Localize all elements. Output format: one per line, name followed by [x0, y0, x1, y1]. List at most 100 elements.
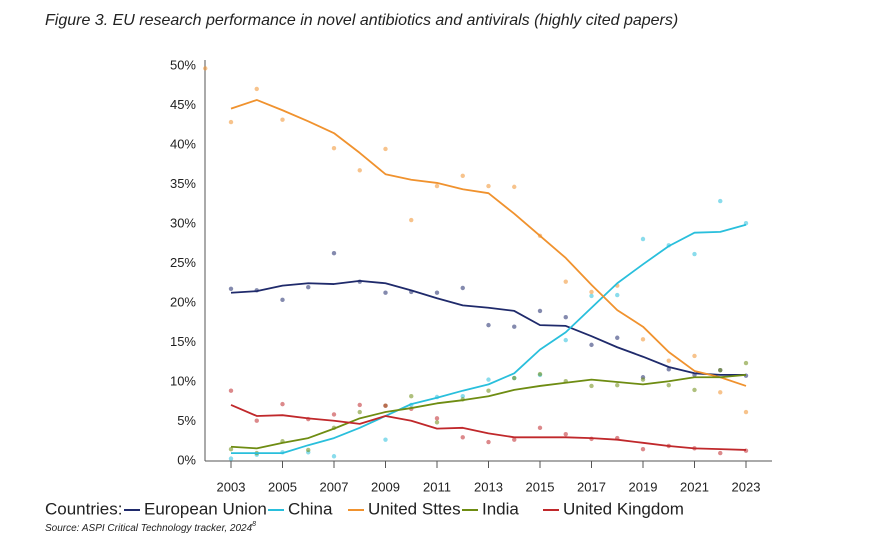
data-point — [615, 292, 620, 298]
data-point — [434, 416, 440, 421]
data-point — [254, 86, 259, 92]
data-point — [357, 168, 362, 173]
x-tick-label: 2013 — [474, 479, 503, 494]
series-line — [230, 99, 747, 387]
source-text: Source: ASPI Critical Technology tracker… — [45, 523, 253, 534]
data-point — [228, 388, 234, 393]
data-point — [666, 367, 671, 372]
legend-item: India — [462, 499, 519, 518]
y-tick-label: 30% — [170, 215, 196, 230]
data-point — [383, 146, 388, 152]
y-tick-label: 15% — [170, 334, 196, 349]
data-point — [486, 377, 491, 382]
x-tick-label: 2017 — [577, 479, 606, 494]
x-tick-label: 2003 — [217, 479, 246, 494]
data-point — [640, 446, 646, 452]
data-point — [615, 382, 620, 388]
legend-label: India — [482, 499, 519, 518]
data-point — [280, 401, 285, 407]
data-point — [537, 308, 543, 314]
data-point — [537, 425, 543, 431]
legend-item: United Sttes — [348, 499, 461, 518]
data-point — [640, 337, 646, 342]
x-tick-label: 2007 — [320, 479, 349, 494]
data-point — [486, 388, 491, 393]
data-point — [512, 437, 517, 442]
y-tick-label: 40% — [170, 136, 196, 151]
y-tick-label: 35% — [170, 176, 196, 191]
data-point — [254, 418, 259, 423]
x-tick-label: 2011 — [423, 479, 451, 494]
legend-item: European Union — [124, 499, 267, 518]
data-point — [331, 251, 337, 256]
data-point — [666, 358, 671, 363]
data-point — [383, 437, 388, 442]
data-point — [331, 454, 337, 459]
data-point — [718, 390, 723, 395]
data-point — [228, 286, 234, 291]
data-point — [409, 394, 414, 399]
data-point — [357, 409, 362, 415]
legend-item: United Kingdom — [543, 499, 684, 518]
legend-label: United Kingdom — [563, 499, 684, 518]
data-point — [383, 290, 388, 295]
series-line — [230, 404, 747, 451]
source-note: 8 — [252, 521, 256, 528]
data-point — [718, 450, 723, 456]
y-tick-label: 25% — [170, 255, 196, 270]
data-point — [228, 456, 234, 461]
data-point — [331, 145, 337, 151]
data-point — [537, 371, 543, 377]
data-point — [203, 66, 208, 71]
data-point — [640, 377, 646, 382]
data-point — [486, 439, 491, 445]
data-point — [357, 402, 362, 408]
legend-label: China — [288, 499, 333, 518]
series-line — [231, 223, 747, 455]
data-point — [615, 335, 620, 340]
data-point — [640, 236, 646, 242]
data-point — [228, 446, 234, 452]
data-point — [512, 375, 517, 381]
data-point — [512, 184, 517, 190]
data-point — [486, 183, 491, 189]
data-point — [692, 251, 697, 257]
data-point — [589, 383, 594, 389]
x-tick-label: 2019 — [629, 479, 658, 494]
x-tick-label: 2021 — [680, 479, 709, 494]
data-point — [692, 353, 697, 359]
data-point — [718, 367, 723, 373]
data-point — [718, 198, 723, 204]
y-tick-label: 45% — [170, 97, 196, 112]
data-point — [666, 382, 671, 388]
data-point — [486, 322, 491, 328]
legend-label: United Sttes — [368, 499, 461, 518]
data-point — [383, 403, 388, 408]
data-point — [280, 117, 285, 122]
data-point — [563, 337, 568, 343]
y-tick-label: 5% — [177, 413, 196, 428]
data-point — [306, 447, 311, 453]
data-point — [280, 297, 285, 303]
y-tick-label: 20% — [170, 294, 196, 309]
x-tick-label: 2015 — [526, 479, 555, 494]
data-point — [512, 324, 517, 329]
data-point — [563, 315, 568, 320]
data-point — [743, 360, 749, 366]
x-tick-label: 2005 — [268, 479, 297, 494]
y-tick-label: 50% — [170, 57, 196, 72]
y-tick-label: 0% — [177, 452, 196, 467]
data-point — [409, 217, 414, 223]
legend-label: European Union — [144, 499, 267, 518]
data-point — [460, 285, 465, 291]
data-point — [589, 342, 594, 348]
data-point — [460, 435, 465, 440]
data-point — [460, 394, 465, 399]
data-point — [460, 173, 465, 179]
source: Source: ASPI Critical Technology tracker… — [45, 521, 256, 534]
y-tick-label: 10% — [170, 373, 196, 388]
series-line — [230, 373, 747, 450]
data-point — [743, 409, 749, 415]
data-point — [589, 289, 594, 295]
